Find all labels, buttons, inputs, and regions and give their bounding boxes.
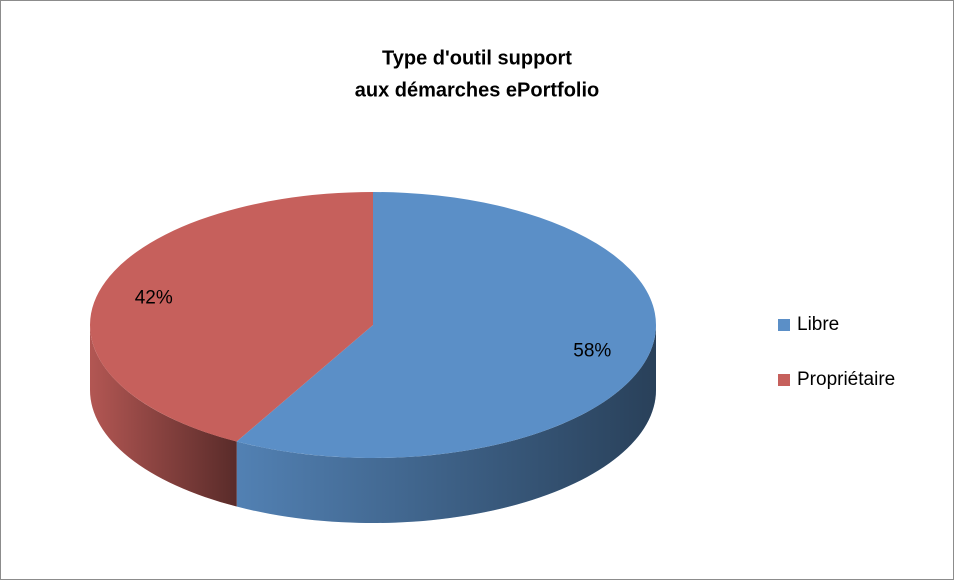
legend-label: Propriétaire (797, 369, 895, 390)
slice-side-shade (90, 325, 237, 507)
chart-title: aux démarches ePortfolio (355, 79, 600, 101)
chart-title: Type d'outil support (382, 47, 572, 69)
slice-side-shade (236, 325, 657, 524)
data-label: 58% (573, 340, 611, 361)
legend-swatch (778, 319, 790, 331)
data-label: 42% (135, 288, 173, 309)
slice (89, 192, 374, 442)
slice (236, 192, 657, 458)
legend-swatch (778, 374, 790, 386)
legend-label: Libre (797, 314, 839, 335)
